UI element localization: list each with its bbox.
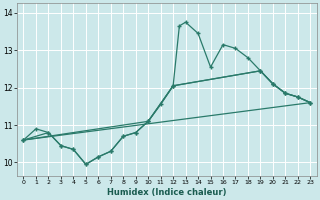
X-axis label: Humidex (Indice chaleur): Humidex (Indice chaleur) [107,188,227,197]
